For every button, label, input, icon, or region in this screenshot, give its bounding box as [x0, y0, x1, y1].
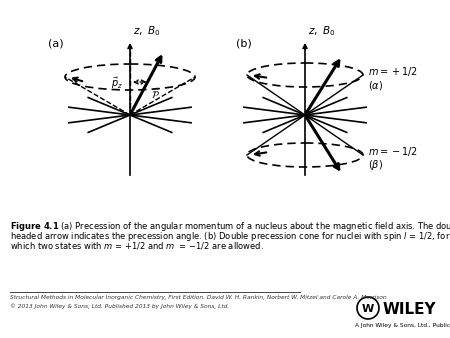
Text: $\mathbf{Figure\ 4.1}$ (a) Precession of the angular momentum of a nucleus about: $\mathbf{Figure\ 4.1}$ (a) Precession of… [10, 220, 450, 233]
Text: $(\alpha)$: $(\alpha)$ [368, 78, 383, 92]
Text: $z,\ B_0$: $z,\ B_0$ [133, 24, 160, 38]
Text: Structural Methods in Molecular Inorganic Chemistry, First Edition. David W. H. : Structural Methods in Molecular Inorgani… [10, 295, 387, 300]
Text: $m = +1/2$: $m = +1/2$ [368, 65, 418, 77]
Text: (a): (a) [48, 38, 63, 48]
Text: which two states with $m$ = +1/2 and $m$  = $-$1/2 are allowed.: which two states with $m$ = +1/2 and $m$… [10, 240, 264, 251]
Text: $(\beta)$: $(\beta)$ [368, 158, 383, 172]
Text: A John Wiley & Sons, Ltd., Publication: A John Wiley & Sons, Ltd., Publication [355, 323, 450, 328]
Text: © 2013 John Wiley & Sons, Ltd. Published 2013 by John Wiley & Sons, Ltd.: © 2013 John Wiley & Sons, Ltd. Published… [10, 303, 229, 309]
Text: $z,\ B_0$: $z,\ B_0$ [308, 24, 335, 38]
Text: headed arrow indicates the precession angle. (b) Double precession cone for nucl: headed arrow indicates the precession an… [10, 230, 450, 243]
Text: $\vec{\mathcal{P}}$: $\vec{\mathcal{P}}$ [151, 87, 159, 101]
Text: W: W [362, 304, 374, 314]
Text: $\vec{p}_z$: $\vec{p}_z$ [111, 75, 123, 91]
Text: $m = -1/2$: $m = -1/2$ [368, 145, 418, 158]
Text: WILEY: WILEY [383, 301, 436, 316]
Text: (b): (b) [236, 38, 252, 48]
